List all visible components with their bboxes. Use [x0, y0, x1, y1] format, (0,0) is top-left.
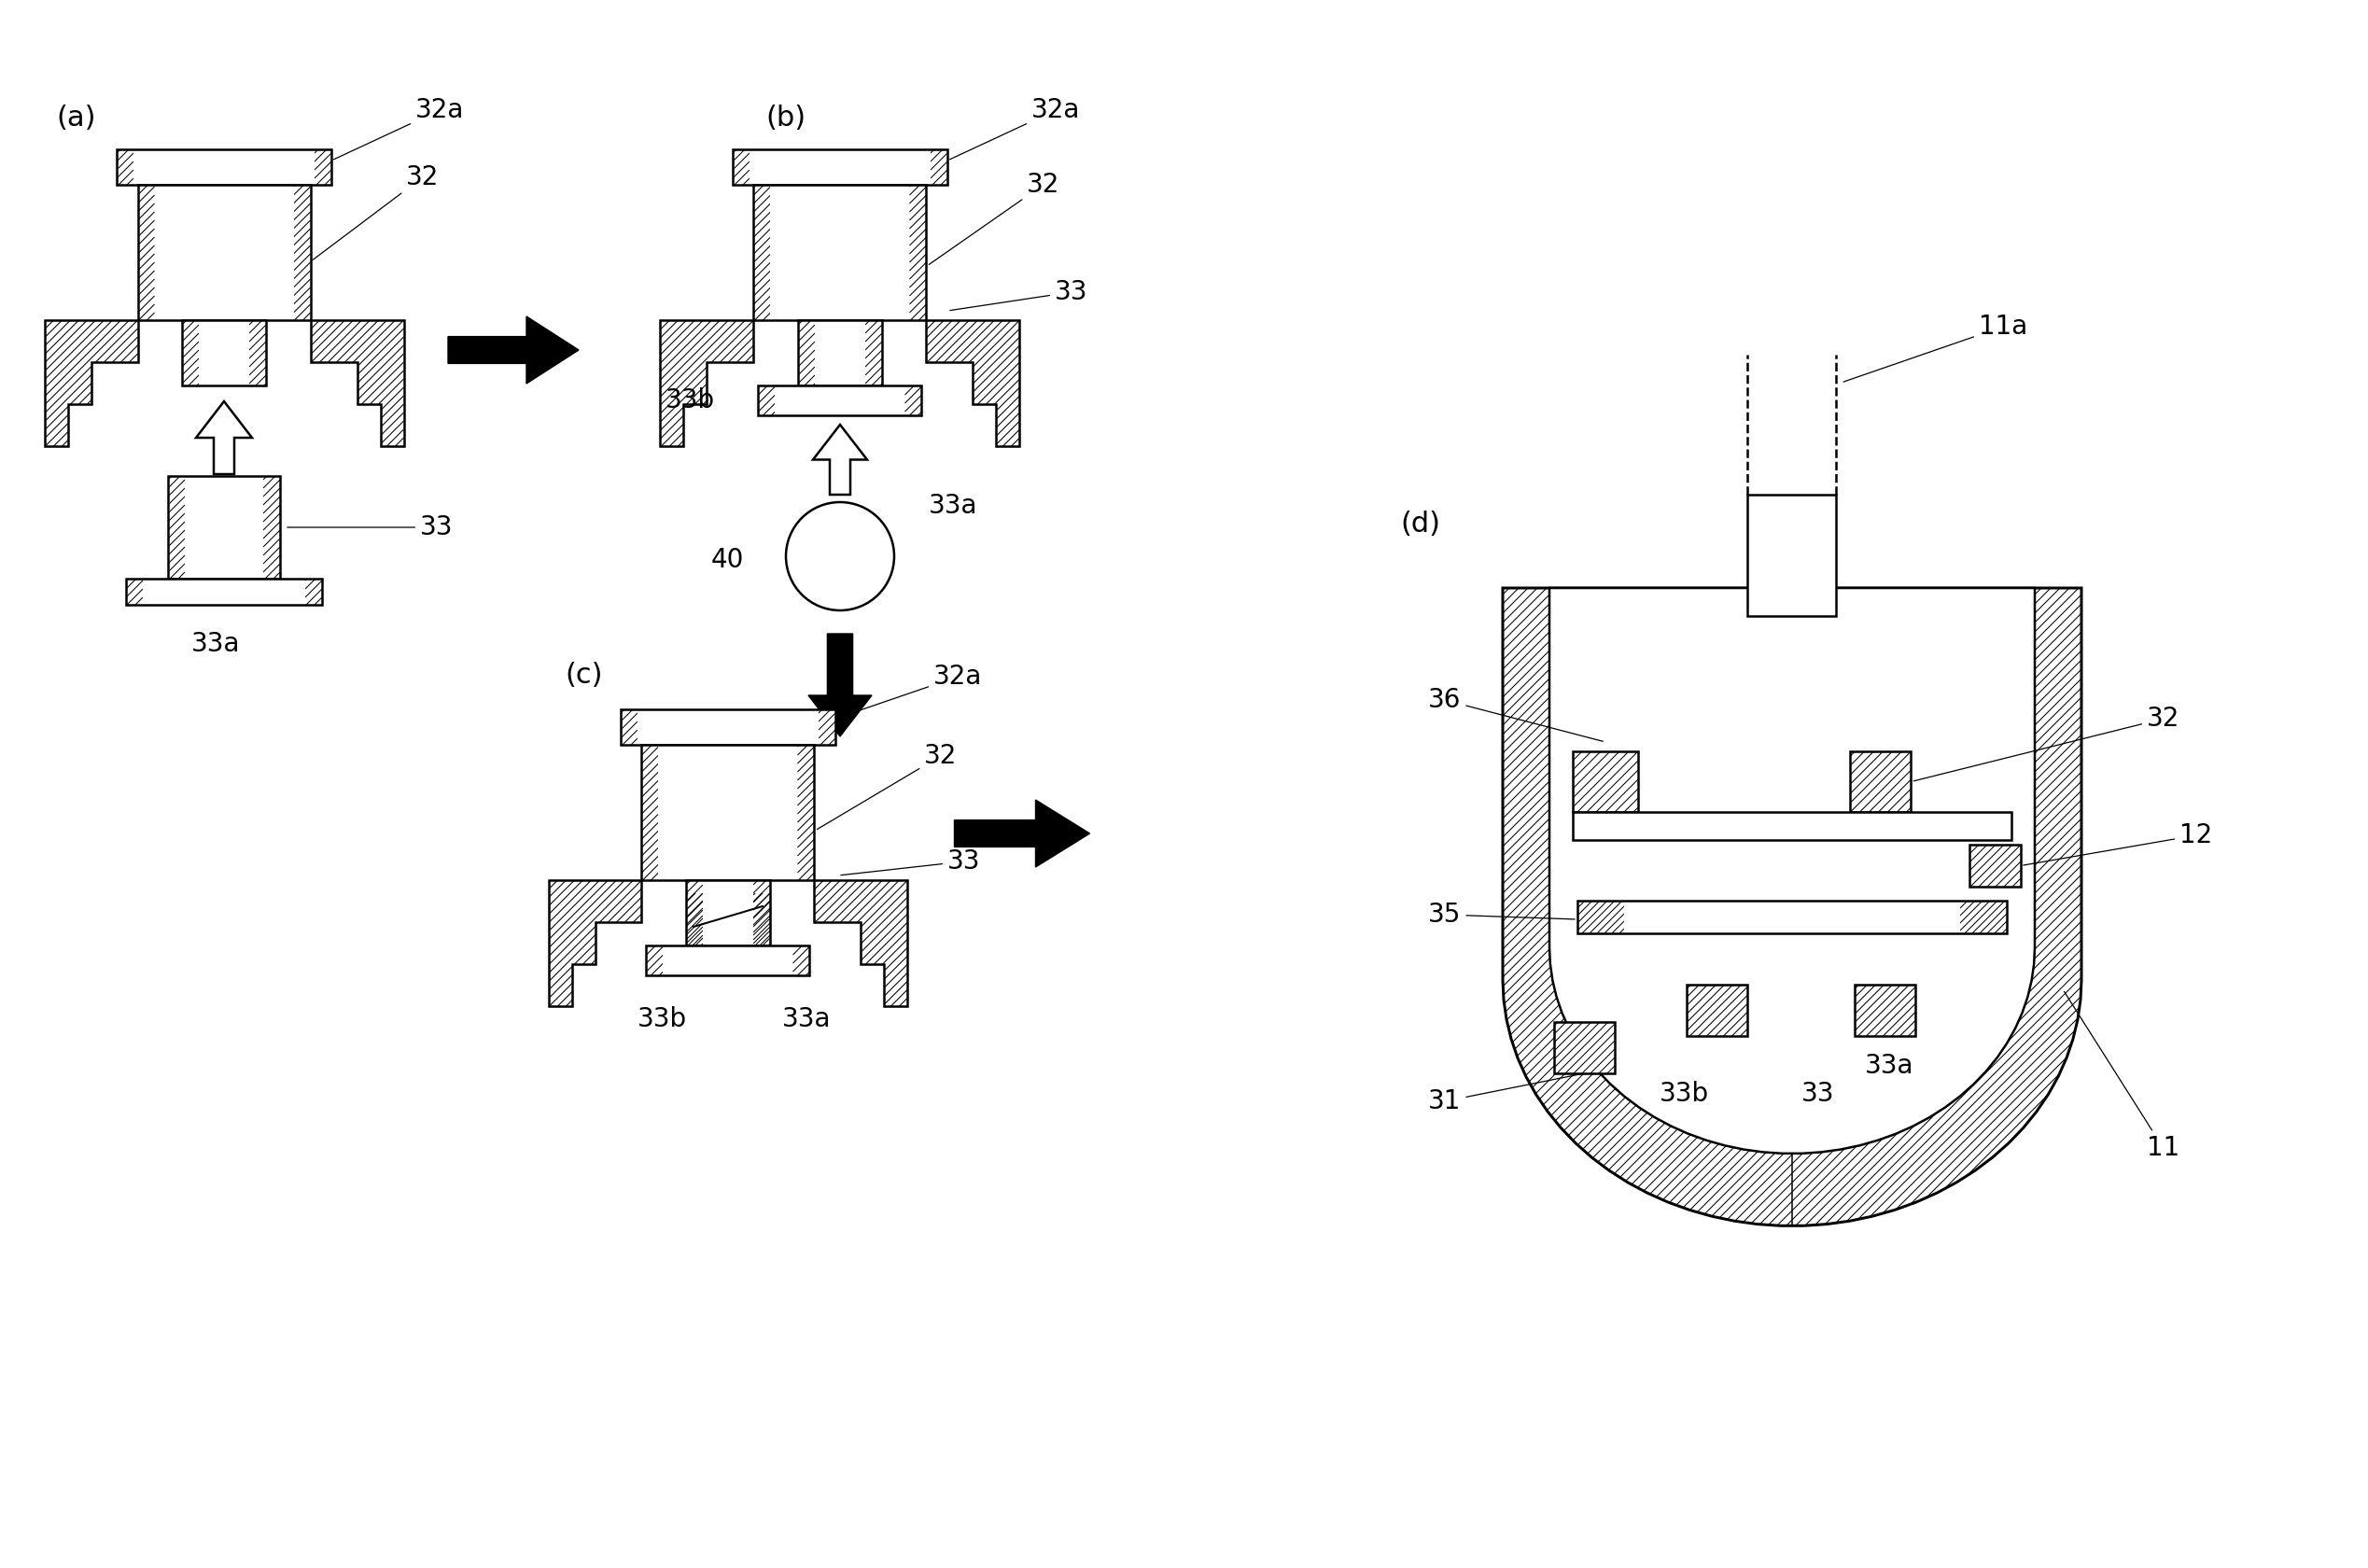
Text: 33a: 33a [781, 1007, 831, 1032]
Polygon shape [549, 880, 642, 1007]
Polygon shape [1504, 588, 2081, 1226]
Bar [620, 709, 836, 745]
Polygon shape [448, 317, 578, 384]
Text: 35: 35 [1428, 902, 1575, 928]
Bar [182, 320, 265, 386]
Bar [753, 185, 926, 320]
Text: 32a: 32a [838, 663, 983, 718]
Text: 33: 33 [287, 514, 452, 541]
Text: 11: 11 [2065, 991, 2179, 1160]
Bar [1572, 751, 1639, 812]
Text: 32a: 32a [950, 97, 1080, 160]
Polygon shape [926, 320, 1021, 447]
Polygon shape [1549, 588, 2034, 1154]
Text: 32: 32 [928, 172, 1061, 265]
Text: 36: 36 [1428, 687, 1603, 742]
Text: (d): (d) [1399, 511, 1440, 538]
Polygon shape [197, 401, 251, 474]
Bar [1748, 494, 1838, 616]
Polygon shape [807, 633, 871, 737]
Text: 33: 33 [1802, 1080, 1835, 1107]
Text: 33a: 33a [1864, 1052, 1913, 1079]
Text: 32: 32 [313, 165, 438, 260]
Polygon shape [310, 320, 403, 447]
Bar [758, 386, 921, 416]
Text: (b): (b) [765, 105, 805, 132]
Text: (a): (a) [57, 105, 95, 132]
Bar [1854, 985, 1916, 1036]
Bar [137, 185, 310, 320]
Text: 33: 33 [841, 848, 980, 875]
Text: 32: 32 [817, 743, 957, 829]
Text: 12: 12 [2022, 822, 2212, 866]
Text: 40: 40 [710, 547, 744, 572]
Bar [1970, 845, 2020, 886]
Bar [126, 579, 322, 605]
Text: 33b: 33b [665, 387, 715, 414]
Bar [168, 477, 279, 579]
Polygon shape [45, 320, 137, 447]
Bar [687, 880, 770, 946]
Text: 33b: 33b [637, 1007, 687, 1032]
Bar [1553, 1022, 1615, 1074]
Bar [1577, 900, 2006, 933]
Bar [732, 149, 947, 185]
Polygon shape [812, 425, 867, 494]
Bar [642, 745, 815, 880]
Text: 33: 33 [950, 279, 1087, 310]
Bar [116, 149, 332, 185]
Text: 31: 31 [1428, 1074, 1582, 1115]
Text: 33a: 33a [928, 492, 978, 519]
Bar [1849, 751, 1911, 812]
Polygon shape [954, 800, 1089, 867]
Bar [798, 320, 881, 386]
Bar [1572, 812, 2010, 840]
Text: 33b: 33b [1660, 1080, 1710, 1107]
Text: 32: 32 [1913, 706, 2181, 781]
Circle shape [786, 502, 895, 610]
Text: 11a: 11a [1845, 314, 2027, 383]
Text: 32a: 32a [334, 97, 464, 160]
Polygon shape [661, 320, 753, 447]
Polygon shape [815, 880, 907, 1007]
Bar [1686, 985, 1748, 1036]
Text: (c): (c) [564, 662, 601, 688]
Bar [646, 946, 810, 975]
Text: 33a: 33a [192, 630, 239, 657]
